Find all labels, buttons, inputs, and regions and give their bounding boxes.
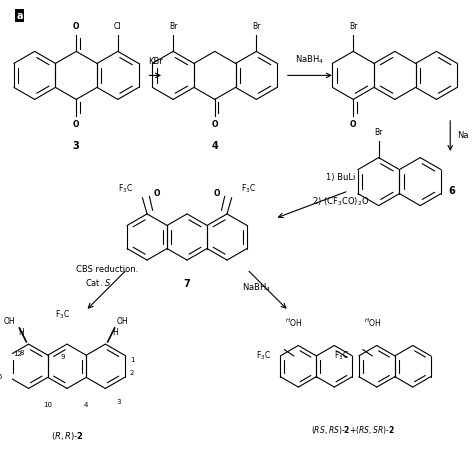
Text: O: O: [211, 120, 218, 129]
Text: OH: OH: [3, 317, 15, 326]
Text: Br: Br: [169, 22, 177, 31]
Text: O: O: [214, 189, 220, 198]
Text: Br: Br: [374, 128, 383, 137]
Text: F$_3$C: F$_3$C: [241, 182, 256, 195]
Text: NaBH$_4$: NaBH$_4$: [243, 282, 272, 294]
Text: O: O: [73, 120, 80, 129]
Text: Cat. $S$: Cat. $S$: [85, 277, 112, 288]
Text: 7: 7: [183, 279, 191, 289]
Text: Br: Br: [252, 22, 261, 31]
Text: F$_3$C: F$_3$C: [334, 350, 349, 362]
Text: $^H$OH: $^H$OH: [285, 317, 302, 329]
Text: $(RS,RS)$-$\mathbf{2}$+$(RS,SR)$-$\mathbf{2}$: $(RS,RS)$-$\mathbf{2}$+$(RS,SR)$-$\mathb…: [311, 424, 395, 436]
Text: Br: Br: [349, 22, 357, 31]
Text: 6: 6: [449, 186, 456, 196]
Text: 3: 3: [73, 141, 80, 151]
Text: 5: 5: [0, 374, 2, 380]
Text: 4: 4: [84, 402, 88, 408]
Text: a: a: [16, 11, 23, 21]
Text: Cl: Cl: [114, 22, 121, 31]
Text: 2: 2: [130, 370, 134, 376]
Text: F$_3$C: F$_3$C: [55, 309, 70, 321]
Text: O: O: [154, 189, 161, 198]
Text: 9: 9: [60, 355, 64, 360]
Text: H: H: [112, 328, 118, 337]
Text: F$_3$C: F$_3$C: [118, 182, 133, 195]
Text: 10: 10: [43, 402, 52, 408]
Text: $^H$OH: $^H$OH: [364, 317, 381, 329]
Text: 8: 8: [19, 350, 24, 356]
Text: 1: 1: [130, 356, 134, 363]
Text: OH: OH: [117, 317, 128, 326]
Text: H: H: [18, 328, 24, 337]
Text: 4: 4: [211, 141, 218, 151]
Text: 12: 12: [13, 351, 22, 357]
Text: CBS reduction.: CBS reduction.: [76, 265, 138, 274]
Text: 3: 3: [117, 399, 121, 405]
Text: O: O: [73, 22, 80, 31]
Text: KBr: KBr: [148, 57, 163, 66]
Text: F$_3$C: F$_3$C: [255, 350, 271, 362]
Text: $(R,R)$-$\mathbf{2}$: $(R,R)$-$\mathbf{2}$: [51, 430, 83, 442]
Text: Na: Na: [457, 131, 469, 140]
Text: 2) (CF$_3$CO)$_2$O: 2) (CF$_3$CO)$_2$O: [312, 195, 369, 208]
Text: NaBH$_4$: NaBH$_4$: [295, 54, 324, 66]
Text: O: O: [350, 120, 356, 129]
Text: 1) BuLi: 1) BuLi: [326, 173, 355, 182]
